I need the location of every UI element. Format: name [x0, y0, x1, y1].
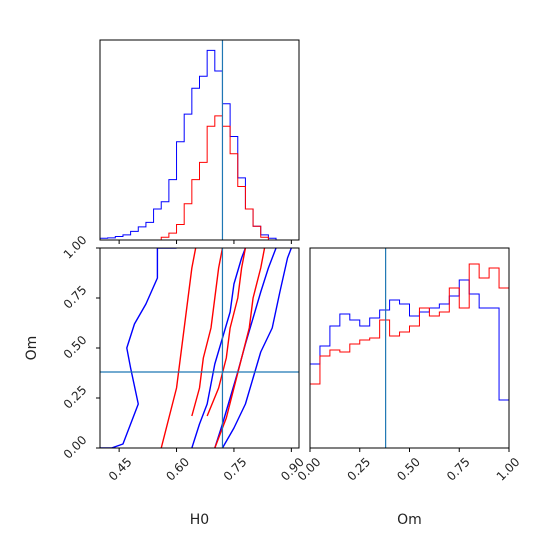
joint-contours — [100, 248, 299, 448]
joint-xlabel: H0 — [190, 512, 209, 528]
contour-series-0-inner-right — [214, 248, 277, 448]
om-hist-series-0 — [310, 279, 509, 448]
contour-series-1-outer-left — [160, 248, 197, 448]
joint-frame — [99, 247, 300, 449]
contour-series-0-inner-left — [191, 248, 247, 448]
contour-series-0-outer — [100, 248, 177, 448]
joint-xtick-label-1: 0.60 — [163, 455, 192, 484]
contour-series-1-inner-left — [191, 248, 224, 417]
joint-ytick-label-1: 0.25 — [61, 383, 90, 412]
right-xtick-label-1: 0.25 — [345, 455, 374, 484]
contour-series-0-outer-right — [221, 248, 292, 448]
right-xtick-label-2: 0.50 — [394, 455, 423, 484]
right-xtick-label-4: 1.00 — [494, 455, 523, 484]
joint-xtick-label-2: 0.75 — [221, 455, 250, 484]
joint-ytick-label-0: 0.00 — [61, 433, 90, 462]
h0-histogram — [100, 40, 299, 240]
right-xlabel: Om — [397, 512, 422, 528]
joint-ylabel: Om — [24, 336, 40, 361]
top-frame — [99, 39, 300, 241]
joint-ytick-label-3: 0.75 — [61, 283, 90, 312]
om-hist-series-1 — [310, 263, 509, 448]
contour-series-1-inner-right — [206, 248, 247, 417]
joint-ytick-label-4: 1.00 — [61, 233, 90, 262]
h0-hist-series-0 — [100, 49, 299, 240]
joint-ytick-label-2: 0.50 — [61, 333, 90, 362]
h0-hist-series-1 — [100, 115, 299, 240]
om-histogram — [310, 248, 509, 448]
right-xtick-label-3: 0.75 — [444, 455, 473, 484]
joint-xtick-label-0: 0.45 — [106, 455, 135, 484]
contour-series-1-outer-right — [214, 248, 266, 448]
